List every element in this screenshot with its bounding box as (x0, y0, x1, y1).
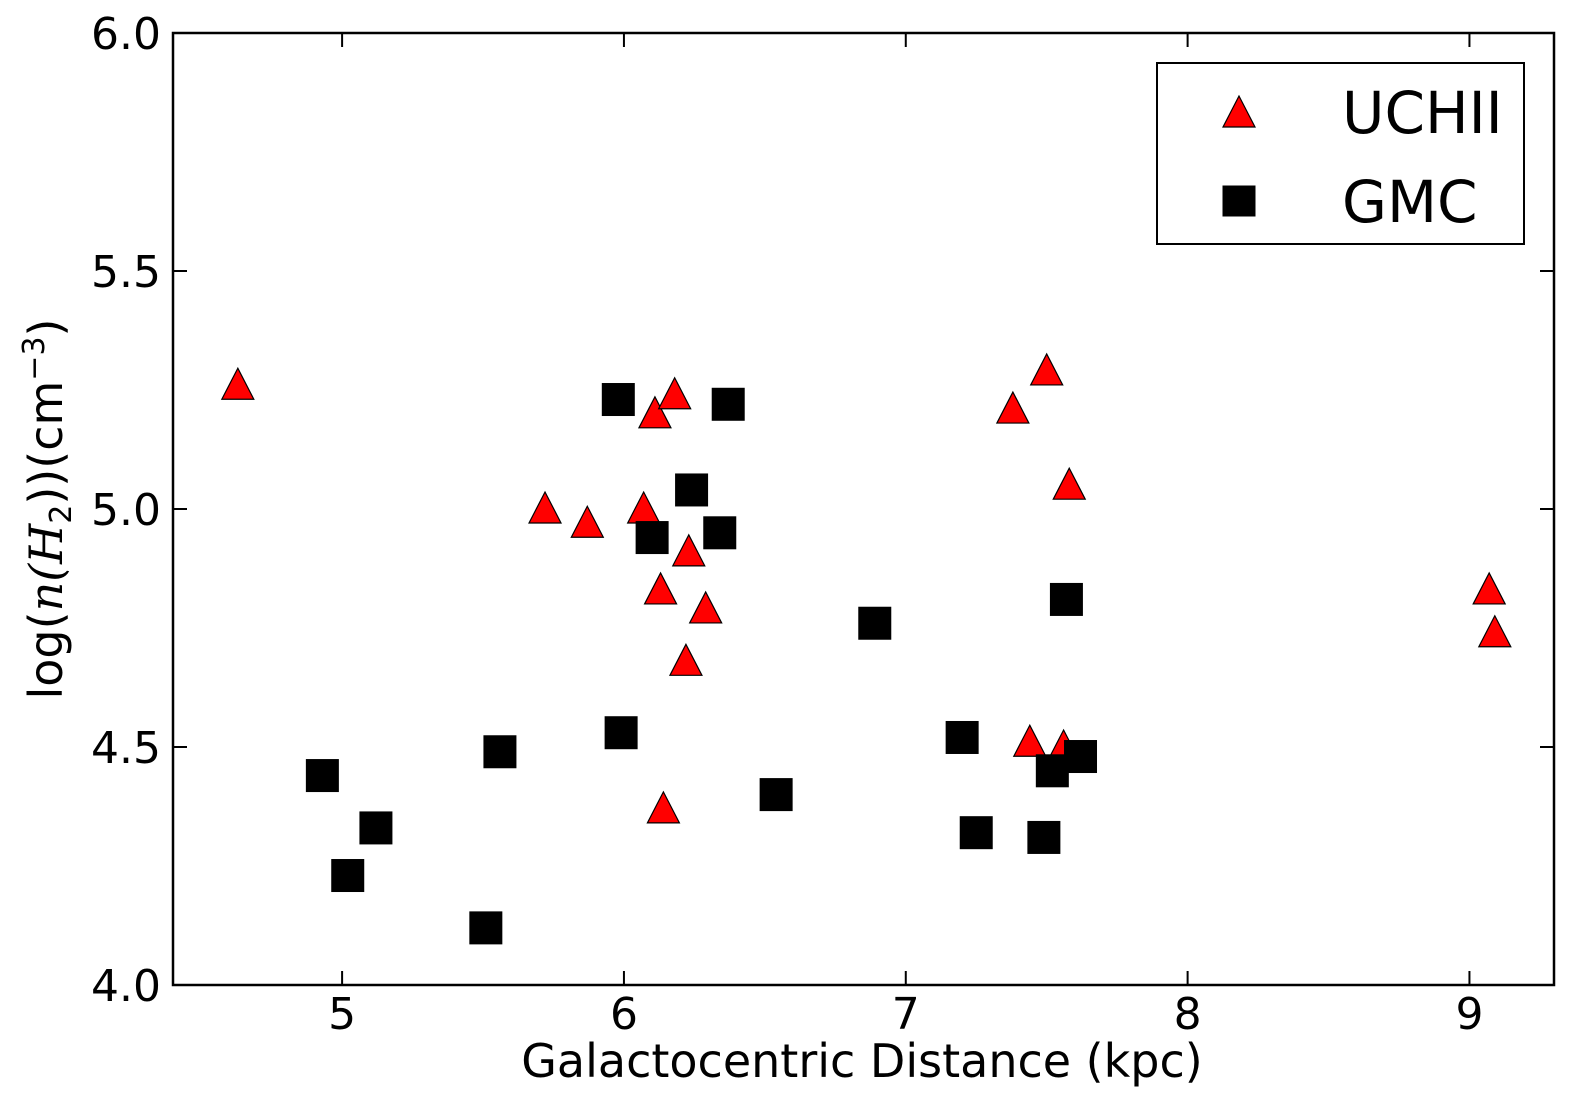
y-axis-label-sub: 2 (44, 505, 79, 524)
y-tick-label: 5.0 (91, 485, 161, 536)
gmc-point (483, 735, 517, 769)
y-axis-label-sup: −3 (17, 336, 52, 380)
gmc-point (601, 383, 635, 417)
uchii-point (1052, 466, 1087, 500)
x-axis-label: Galactocentric Distance (kpc) (521, 1034, 1202, 1088)
uchii-point (1029, 352, 1064, 386)
x-tick-label: 9 (1455, 989, 1483, 1040)
y-axis-label-mid: ))(cm (19, 381, 73, 505)
plot-frame (171, 31, 1556, 987)
gmc-point (858, 606, 892, 640)
uchii-point (643, 571, 678, 605)
y-tick-label: 6.0 (91, 9, 161, 60)
y-axis-label-math: n(H (19, 523, 73, 612)
uchii-point (657, 376, 692, 410)
x-tick-label: 6 (610, 989, 638, 1040)
gmc-point (469, 911, 503, 945)
y-axis-label-suffix: ) (19, 319, 73, 337)
gmc-point (1064, 740, 1098, 774)
legend-box (1156, 62, 1525, 245)
uchii-point (626, 490, 661, 524)
x-tick-label: 7 (892, 989, 920, 1040)
uchii-point (668, 643, 703, 676)
uchii-point (528, 490, 563, 524)
uchii-point (637, 395, 672, 429)
gmc-point (359, 811, 393, 845)
points-layer (220, 352, 1512, 945)
y-tick-label: 4.0 (91, 961, 161, 1012)
gmc-point (1035, 754, 1069, 788)
uchii-point (995, 390, 1030, 424)
x-tick-label: 8 (1174, 989, 1202, 1040)
ticks-layer: 5 6 7 8 9 4.0 4.5 5.0 5.5 6.0 (91, 9, 1554, 1040)
gmc-point (635, 521, 669, 555)
legend-label-gmc: GMC (1342, 168, 1477, 236)
y-tick-label: 4.5 (91, 723, 161, 774)
gmc-point (305, 759, 339, 793)
uchii-point (220, 366, 255, 400)
legend-marker-uchii (1222, 94, 1256, 128)
legend-marker-gmc (1222, 185, 1256, 217)
uchii-point (570, 504, 605, 538)
uchii-point (1012, 723, 1047, 757)
y-axis-label-prefix: log( (19, 611, 73, 699)
uchii-point (688, 590, 723, 624)
gmc-point (759, 778, 793, 812)
gmc-point (331, 859, 365, 893)
legend: UCHII GMC (1156, 62, 1525, 245)
x-tick-label: 5 (328, 989, 356, 1040)
gmc-point (711, 387, 745, 421)
gmc-point (1027, 820, 1061, 854)
uchii-point (1472, 571, 1507, 605)
gmc-point (675, 473, 709, 507)
uchii-point (646, 790, 681, 824)
gmc-point (945, 720, 979, 754)
uchii-point (671, 533, 706, 567)
legend-label-uchii: UCHII (1342, 79, 1503, 147)
gmc-point (703, 516, 737, 550)
gmc-point (959, 816, 993, 850)
uchii-point (1477, 614, 1512, 648)
gmc-point (604, 716, 638, 750)
y-tick-label: 5.5 (91, 247, 161, 298)
y-axis-label: log(n(H2))(cm−3) (17, 319, 79, 700)
gmc-point (1049, 582, 1083, 616)
